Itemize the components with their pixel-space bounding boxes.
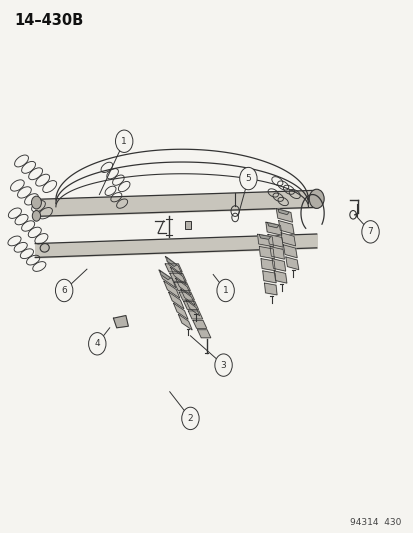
Polygon shape bbox=[185, 300, 199, 316]
Polygon shape bbox=[174, 282, 190, 290]
Polygon shape bbox=[257, 234, 273, 247]
Polygon shape bbox=[261, 259, 275, 271]
Polygon shape bbox=[173, 303, 188, 319]
Polygon shape bbox=[275, 208, 292, 222]
Polygon shape bbox=[285, 257, 298, 270]
Polygon shape bbox=[168, 292, 183, 309]
Polygon shape bbox=[280, 233, 295, 246]
Circle shape bbox=[181, 407, 199, 430]
Circle shape bbox=[88, 333, 106, 355]
Polygon shape bbox=[188, 311, 202, 319]
Text: 6: 6 bbox=[61, 286, 67, 295]
Circle shape bbox=[115, 130, 133, 152]
Text: 2: 2 bbox=[187, 414, 193, 423]
Polygon shape bbox=[166, 257, 176, 266]
Text: 3: 3 bbox=[220, 361, 226, 369]
Polygon shape bbox=[165, 264, 182, 272]
Polygon shape bbox=[265, 222, 281, 235]
Circle shape bbox=[55, 279, 73, 302]
Text: 4: 4 bbox=[94, 340, 100, 348]
Text: 7: 7 bbox=[367, 228, 373, 236]
Polygon shape bbox=[180, 289, 195, 305]
Polygon shape bbox=[169, 273, 186, 281]
Circle shape bbox=[309, 189, 323, 208]
Polygon shape bbox=[273, 271, 286, 283]
Polygon shape bbox=[262, 271, 275, 283]
Polygon shape bbox=[278, 221, 293, 234]
Text: 94314  430: 94314 430 bbox=[349, 518, 401, 527]
Polygon shape bbox=[183, 302, 198, 310]
Polygon shape bbox=[113, 316, 128, 328]
Text: 5: 5 bbox=[245, 174, 251, 183]
Polygon shape bbox=[267, 223, 278, 228]
Polygon shape bbox=[165, 256, 182, 274]
Polygon shape bbox=[197, 330, 210, 338]
Polygon shape bbox=[283, 245, 297, 258]
Polygon shape bbox=[179, 292, 194, 300]
Polygon shape bbox=[259, 235, 270, 239]
Polygon shape bbox=[160, 271, 170, 280]
Circle shape bbox=[216, 279, 234, 302]
Circle shape bbox=[32, 211, 40, 221]
Circle shape bbox=[31, 196, 41, 209]
Circle shape bbox=[361, 221, 378, 243]
Polygon shape bbox=[159, 270, 176, 288]
Polygon shape bbox=[269, 247, 284, 259]
Polygon shape bbox=[259, 246, 274, 259]
Text: 14–430B: 14–430B bbox=[14, 13, 83, 28]
Circle shape bbox=[214, 354, 232, 376]
Polygon shape bbox=[178, 314, 192, 330]
Text: 1: 1 bbox=[121, 137, 127, 146]
Text: 1: 1 bbox=[222, 286, 228, 295]
Circle shape bbox=[239, 167, 256, 190]
Polygon shape bbox=[192, 320, 206, 328]
Polygon shape bbox=[264, 283, 276, 295]
Ellipse shape bbox=[40, 244, 49, 252]
Polygon shape bbox=[271, 259, 285, 271]
Polygon shape bbox=[170, 267, 186, 285]
Polygon shape bbox=[164, 281, 179, 298]
Polygon shape bbox=[277, 209, 289, 215]
Bar bbox=[185, 221, 191, 229]
Polygon shape bbox=[175, 278, 190, 295]
Polygon shape bbox=[267, 235, 282, 247]
